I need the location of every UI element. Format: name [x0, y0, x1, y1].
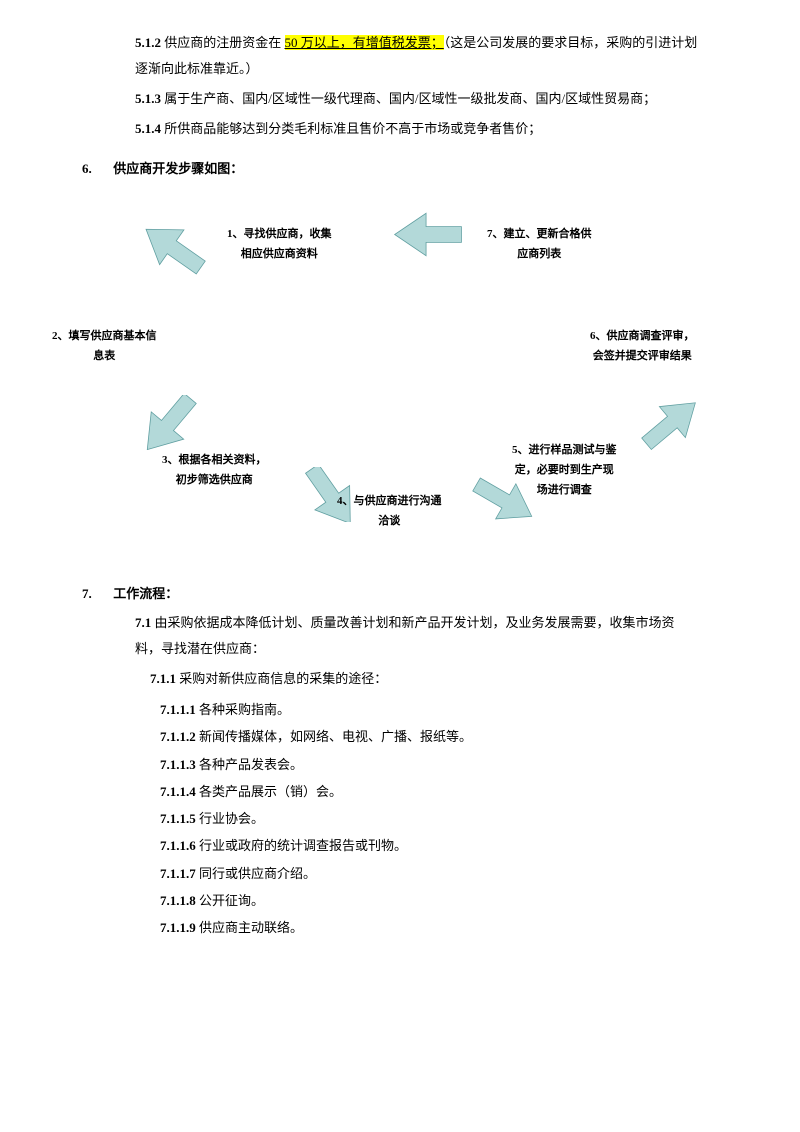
item-text: 行业协会。: [196, 811, 264, 826]
flowchart-step-label: 4、与供应商进行沟通洽谈: [337, 492, 442, 532]
item-num: 7.1.1.8: [160, 893, 196, 908]
item-num: 7.1.1.9: [160, 920, 196, 935]
item-text: 供应商主动联络。: [196, 920, 303, 935]
section-text: 所供商品能够达到分类毛利标准且售价不高于市场或竞争者售价；: [161, 121, 541, 136]
section-text: 属于生产商、国内/区域性一级代理商、国内/区域性一级批发商、国内/区域性贸易商；: [161, 91, 656, 106]
list-item: 7.1.1.6 行业或政府的统计调查报告或刊物。: [115, 832, 700, 859]
text-prefix: 供应商的注册资金在: [161, 35, 285, 50]
section-num: 6.: [82, 161, 110, 177]
list-item: 7.1.1.4 各类产品展示（销）会。: [115, 778, 700, 805]
section-6-heading: 6. 供应商开发步骤如图：: [0, 158, 800, 177]
flowchart-step-label: 2、填写供应商基本信息表: [52, 327, 157, 367]
section-num: 7.1: [135, 615, 151, 630]
section-text: 采购对新供应商信息的采集的途径：: [176, 671, 387, 686]
flowchart-diagram: 1、寻找供应商，收集相应供应商资料 2、填写供应商基本信息表 3、根据各相关资料，初…: [0, 187, 800, 567]
list-item: 7.1.1.1 各种采购指南。: [115, 696, 700, 723]
list-item: 7.1.1.2 新闻传播媒体，如网络、电视、广播、报纸等。: [115, 723, 700, 750]
item-num: 7.1.1.1: [160, 702, 196, 717]
item-text: 新闻传播媒体，如网络、电视、广播、报纸等。: [196, 729, 472, 744]
item-num: 7.1.1.5: [160, 811, 196, 826]
flowchart-arrow-icon: [390, 207, 470, 262]
list-item: 7.1.1.7 同行或供应商介绍。: [115, 860, 700, 887]
item-text: 行业或政府的统计调查报告或刊物。: [196, 838, 407, 853]
item-num: 7.1.1.2: [160, 729, 196, 744]
flowchart-arrow-icon: [632, 397, 707, 452]
section-text: 由采购依据成本降低计划、质量改善计划和新产品开发计划，及业务发展需要，收集市场资…: [135, 615, 675, 656]
item-text: 公开征询。: [196, 893, 264, 908]
section-num: 5.1.4: [135, 121, 161, 136]
flowchart-step-label: 3、根据各相关资料，初步筛选供应商: [162, 451, 267, 491]
item-text: 同行或供应商介绍。: [196, 866, 316, 881]
section-5-1-2: 5.1.2 供应商的注册资金在 50 万以上，有增值税发票；（这是公司发展的要求…: [115, 30, 700, 82]
flowchart-arrow-icon: [130, 395, 210, 450]
section-num: 7.: [82, 586, 110, 602]
item-num: 7.1.1.4: [160, 784, 196, 799]
section-num: 7.1.1: [150, 671, 176, 686]
section-num: 5.1.3: [135, 91, 161, 106]
section-7-1-1: 7.1.1 采购对新供应商信息的采集的途径：: [115, 666, 700, 692]
list-item: 7.1.1.3 各种产品发表会。: [115, 751, 700, 778]
document-content: 5.1.2 供应商的注册资金在 50 万以上，有增值税发票；（这是公司发展的要求…: [0, 30, 800, 142]
item-text: 各种产品发表会。: [196, 757, 303, 772]
item-num: 7.1.1.3: [160, 757, 196, 772]
section-title: 供应商开发步骤如图：: [113, 161, 243, 176]
section-5-1-4: 5.1.4 所供商品能够达到分类毛利标准且售价不高于市场或竞争者售价；: [115, 116, 700, 142]
item-num: 7.1.1.6: [160, 838, 196, 853]
section-7-heading: 7. 工作流程：: [0, 583, 800, 602]
item-text: 各类产品展示（销）会。: [196, 784, 342, 799]
item-text: 各种采购指南。: [196, 702, 290, 717]
item-num: 7.1.1.7: [160, 866, 196, 881]
section-7-1: 7.1 由采购依据成本降低计划、质量改善计划和新产品开发计划，及业务发展需要，收…: [115, 610, 700, 662]
section-num: 5.1.2: [135, 35, 161, 50]
list-item: 7.1.1.5 行业协会。: [115, 805, 700, 832]
flowchart-step-label: 6、供应商调查评审，会签并提交评审结果: [590, 327, 695, 367]
list-item: 7.1.1.8 公开征询。: [115, 887, 700, 914]
flowchart-step-label: 5、进行样品测试与鉴定，必要时到生产现场进行调查: [512, 441, 617, 500]
section-5-1-3: 5.1.3 属于生产商、国内/区域性一级代理商、国内/区域性一级批发商、国内/区…: [115, 86, 700, 112]
flowchart-step-label: 1、寻找供应商，收集相应供应商资料: [227, 225, 332, 265]
flowchart-step-label: 7、建立、更新合格供应商列表: [487, 225, 592, 265]
section-title: 工作流程：: [113, 586, 178, 601]
flowchart-arrow-icon: [135, 222, 215, 277]
highlighted-text: 50 万以上，有增值税发票；: [285, 35, 444, 50]
list-item: 7.1.1.9 供应商主动联络。: [115, 914, 700, 941]
section-7-content: 7.1 由采购依据成本降低计划、质量改善计划和新产品开发计划，及业务发展需要，收…: [0, 610, 800, 942]
